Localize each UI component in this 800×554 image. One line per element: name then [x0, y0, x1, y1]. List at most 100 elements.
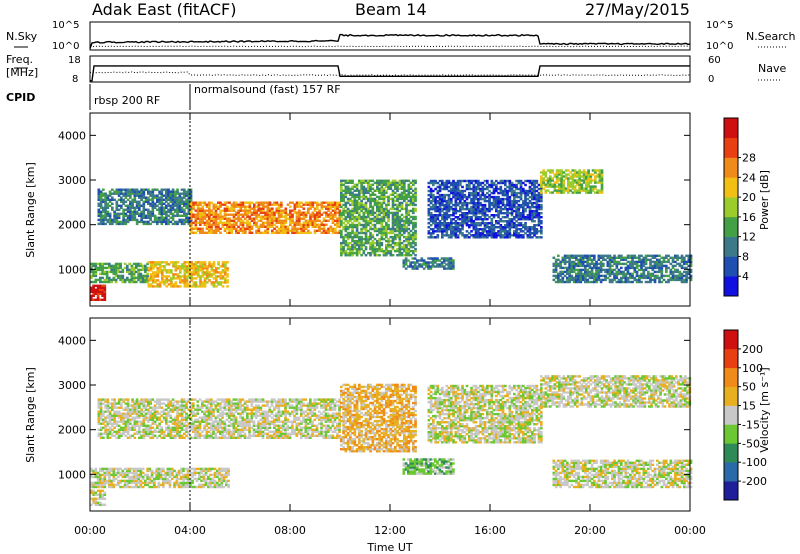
- echo-cell: [454, 224, 458, 227]
- echo-cell: [589, 185, 593, 188]
- echo-cell: [528, 216, 532, 219]
- echo-cell: [329, 207, 333, 210]
- echo-cell: [346, 207, 350, 211]
- echo-cell: [685, 260, 688, 264]
- echo-cell: [187, 192, 191, 195]
- echo-cell: [495, 183, 498, 187]
- echo-cell: [524, 195, 527, 199]
- echo-cell: [152, 263, 155, 266]
- echo-cell: [501, 207, 505, 211]
- echo-cell: [108, 192, 112, 195]
- echo-cell: [217, 281, 220, 284]
- echo-cell: [492, 216, 496, 219]
- echo-cell: [647, 258, 650, 262]
- echo-cell: [425, 263, 428, 266]
- date-title: 27/May/2015: [585, 0, 690, 19]
- echo-cell: [171, 194, 175, 197]
- echo-cell: [558, 183, 561, 186]
- echo-cell: [416, 267, 419, 270]
- echo-cell: [407, 219, 411, 223]
- echo-cell: [380, 211, 384, 215]
- echo-cell: [259, 215, 263, 218]
- echo-cell: [497, 212, 500, 215]
- echo-cell: [284, 209, 288, 212]
- echo-cell: [385, 189, 388, 193]
- echo-cell: [680, 276, 684, 280]
- echo-cell: [629, 254, 632, 258]
- echo-cell: [259, 223, 263, 227]
- echo-cell: [226, 227, 229, 231]
- echo-cell: [304, 223, 308, 227]
- echo-cell: [189, 194, 193, 197]
- echo-cell: [447, 195, 451, 199]
- echo-cell: [144, 276, 147, 280]
- echo-cell: [427, 232, 431, 235]
- echo-cell: [149, 265, 153, 268]
- echo-cell: [160, 210, 164, 214]
- echo-cell: [531, 193, 534, 197]
- echo-cell: [438, 226, 442, 229]
- echo-cell: [130, 266, 134, 270]
- echo-cell: [400, 181, 404, 185]
- echo-cell: [203, 277, 207, 280]
- echo-cell: [90, 266, 93, 270]
- echo-cell: [608, 268, 612, 272]
- echo-cell: [196, 211, 200, 214]
- echo-cell: [486, 224, 489, 227]
- echo-cell: [405, 211, 408, 215]
- echo-cell: [510, 203, 514, 207]
- echo-cell: [606, 270, 610, 274]
- echo-cell: [271, 231, 274, 235]
- echo-cell: [567, 191, 570, 194]
- echo-cell: [531, 195, 534, 199]
- echo-cell: [320, 213, 324, 216]
- echo-cell: [561, 266, 565, 270]
- echo-cell: [549, 175, 552, 178]
- echo-cell: [241, 219, 245, 223]
- echo-cell: [441, 222, 444, 225]
- echo-cell: [97, 198, 101, 202]
- echo-cell: [162, 188, 166, 191]
- echo-cell: [454, 193, 458, 197]
- echo-cell: [440, 265, 444, 268]
- echo-cell: [441, 232, 444, 235]
- echo-cell: [167, 222, 170, 226]
- echo-cell: [378, 207, 381, 211]
- echo-cell: [262, 211, 265, 214]
- echo-cell: [217, 217, 220, 220]
- echo-cell: [197, 265, 200, 268]
- echo-cell: [360, 241, 363, 245]
- echo-cell: [549, 177, 552, 180]
- echo-cell: [179, 265, 182, 268]
- echo-cell: [385, 229, 388, 233]
- echo-cell: [117, 204, 121, 208]
- echo-cell: [160, 192, 164, 195]
- echo-cell: [595, 270, 598, 274]
- echo-cell: [133, 198, 137, 202]
- echo-cell: [232, 213, 236, 216]
- echo-cell: [94, 467, 98, 471]
- echo-cell: [201, 229, 204, 233]
- echo-cell: [167, 283, 171, 286]
- echo-cell: [358, 211, 361, 215]
- echo-cell: [394, 237, 397, 241]
- echo-cell: [181, 263, 184, 266]
- echo-cell: [576, 181, 579, 184]
- echo-cell: [147, 208, 150, 212]
- echo-cell: [206, 271, 209, 274]
- echo-cell: [380, 209, 384, 213]
- echo-cell: [346, 213, 350, 217]
- echo-cell: [112, 264, 116, 268]
- echo-cell: [139, 272, 143, 276]
- echo-cell: [391, 205, 395, 209]
- echo-cell: [501, 230, 505, 233]
- echo-cell: [360, 227, 363, 231]
- echo-cell: [613, 262, 616, 266]
- echo-cell: [402, 261, 406, 264]
- echo-cell: [196, 227, 200, 231]
- echo-cell: [412, 181, 415, 185]
- echo-cell: [443, 259, 446, 262]
- echo-cell: [246, 221, 249, 225]
- echo-cell: [360, 235, 363, 239]
- echo-cell: [678, 270, 682, 274]
